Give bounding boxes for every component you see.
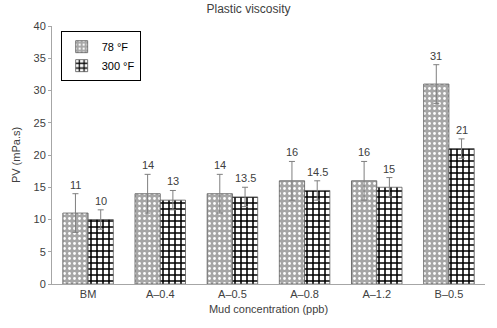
- svg-text:5: 5: [40, 246, 46, 258]
- svg-text:15: 15: [34, 181, 46, 193]
- svg-text:40: 40: [34, 20, 46, 32]
- svg-text:A–0.4: A–0.4: [146, 288, 175, 300]
- svg-text:Plastic viscosity: Plastic viscosity: [206, 2, 290, 16]
- svg-text:A–0.5: A–0.5: [218, 288, 247, 300]
- svg-text:16: 16: [358, 146, 370, 158]
- svg-text:11: 11: [70, 179, 81, 191]
- svg-text:300 °F: 300 °F: [102, 60, 135, 72]
- svg-text:14.5: 14.5: [307, 166, 328, 178]
- svg-text:PV (mPa.s): PV (mPa.s): [10, 127, 22, 183]
- svg-text:30: 30: [34, 84, 46, 96]
- svg-text:31: 31: [430, 50, 442, 62]
- svg-text:A–1.2: A–1.2: [362, 288, 391, 300]
- svg-text:25: 25: [34, 117, 46, 129]
- svg-text:14: 14: [214, 159, 226, 171]
- svg-text:13: 13: [167, 175, 179, 187]
- svg-text:0: 0: [40, 278, 46, 290]
- svg-text:B–0.5: B–0.5: [435, 288, 464, 300]
- svg-text:15: 15: [383, 163, 395, 175]
- svg-text:13.5: 13.5: [235, 172, 256, 184]
- svg-text:BM: BM: [80, 288, 97, 300]
- svg-text:35: 35: [34, 52, 46, 64]
- svg-text:21: 21: [456, 124, 468, 136]
- svg-text:10: 10: [95, 195, 107, 207]
- svg-text:10: 10: [34, 213, 46, 225]
- svg-text:14: 14: [142, 159, 154, 171]
- svg-text:16: 16: [286, 146, 298, 158]
- svg-text:Mud concentration (ppb): Mud concentration (ppb): [209, 303, 328, 315]
- svg-text:20: 20: [34, 149, 46, 161]
- svg-text:78 °F: 78 °F: [102, 41, 129, 53]
- svg-text:A–0.8: A–0.8: [290, 288, 319, 300]
